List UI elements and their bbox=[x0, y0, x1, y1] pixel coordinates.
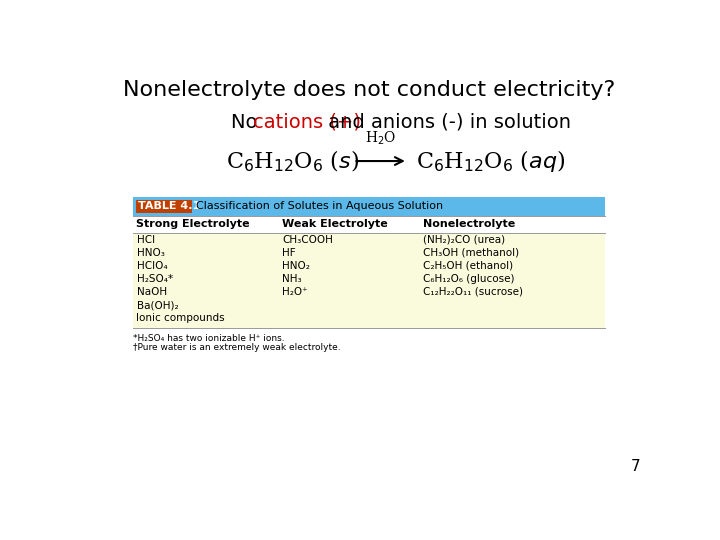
Text: Strong Electrolyte: Strong Electrolyte bbox=[137, 219, 250, 229]
Text: CH₃COOH: CH₃COOH bbox=[282, 234, 333, 245]
Text: and anions (-) in solution: and anions (-) in solution bbox=[322, 112, 571, 132]
Text: cations (+): cations (+) bbox=[253, 112, 361, 132]
Text: HCl: HCl bbox=[137, 234, 155, 245]
Text: No: No bbox=[231, 112, 264, 132]
Text: C$_6$H$_{12}$O$_6$ ($s$): C$_6$H$_{12}$O$_6$ ($s$) bbox=[225, 148, 359, 174]
Bar bbox=[132, 215, 606, 233]
Text: NH₃: NH₃ bbox=[282, 274, 302, 284]
Text: C₂H₅OH (ethanol): C₂H₅OH (ethanol) bbox=[423, 261, 513, 271]
Bar bbox=[132, 197, 606, 215]
Text: *H₂SO₄ has two ionizable H⁺ ions.: *H₂SO₄ has two ionizable H⁺ ions. bbox=[132, 334, 284, 343]
Text: H₂SO₄*: H₂SO₄* bbox=[137, 274, 173, 284]
Text: Ionic compounds: Ionic compounds bbox=[137, 313, 225, 323]
Text: C₆H₁₂O₆ (glucose): C₆H₁₂O₆ (glucose) bbox=[423, 274, 515, 284]
Text: †Pure water is an extremely weak electrolyte.: †Pure water is an extremely weak electro… bbox=[132, 343, 341, 352]
Text: C₁₂H₂₂O₁₁ (sucrose): C₁₂H₂₂O₁₁ (sucrose) bbox=[423, 287, 523, 297]
Text: HNO₃: HNO₃ bbox=[137, 248, 164, 258]
Text: HNO₂: HNO₂ bbox=[282, 261, 310, 271]
Text: H₂O⁺: H₂O⁺ bbox=[282, 287, 308, 297]
Text: NaOH: NaOH bbox=[137, 287, 166, 297]
Text: H$_2$O: H$_2$O bbox=[365, 130, 396, 147]
Text: HF: HF bbox=[282, 248, 296, 258]
Text: (NH₂)₂CO (urea): (NH₂)₂CO (urea) bbox=[423, 234, 505, 245]
Bar bbox=[132, 233, 606, 328]
Text: CH₃OH (methanol): CH₃OH (methanol) bbox=[423, 248, 519, 258]
Text: Nonelectrolyte does not conduct electricity?: Nonelectrolyte does not conduct electric… bbox=[123, 80, 615, 100]
Text: Weak Electrolyte: Weak Electrolyte bbox=[282, 219, 388, 229]
Bar bbox=[136, 200, 192, 213]
Text: Ba(OH)₂: Ba(OH)₂ bbox=[137, 300, 178, 310]
FancyArrowPatch shape bbox=[356, 157, 402, 165]
Text: TABLE 4.1: TABLE 4.1 bbox=[138, 201, 200, 212]
Text: Nonelectrolyte: Nonelectrolyte bbox=[423, 219, 516, 229]
Text: HClO₄: HClO₄ bbox=[137, 261, 167, 271]
Text: 7: 7 bbox=[631, 460, 640, 475]
Text: Classification of Solutes in Aqueous Solution: Classification of Solutes in Aqueous Sol… bbox=[196, 201, 444, 212]
Text: C$_6$H$_{12}$O$_6$ ($aq$): C$_6$H$_{12}$O$_6$ ($aq$) bbox=[415, 148, 564, 174]
